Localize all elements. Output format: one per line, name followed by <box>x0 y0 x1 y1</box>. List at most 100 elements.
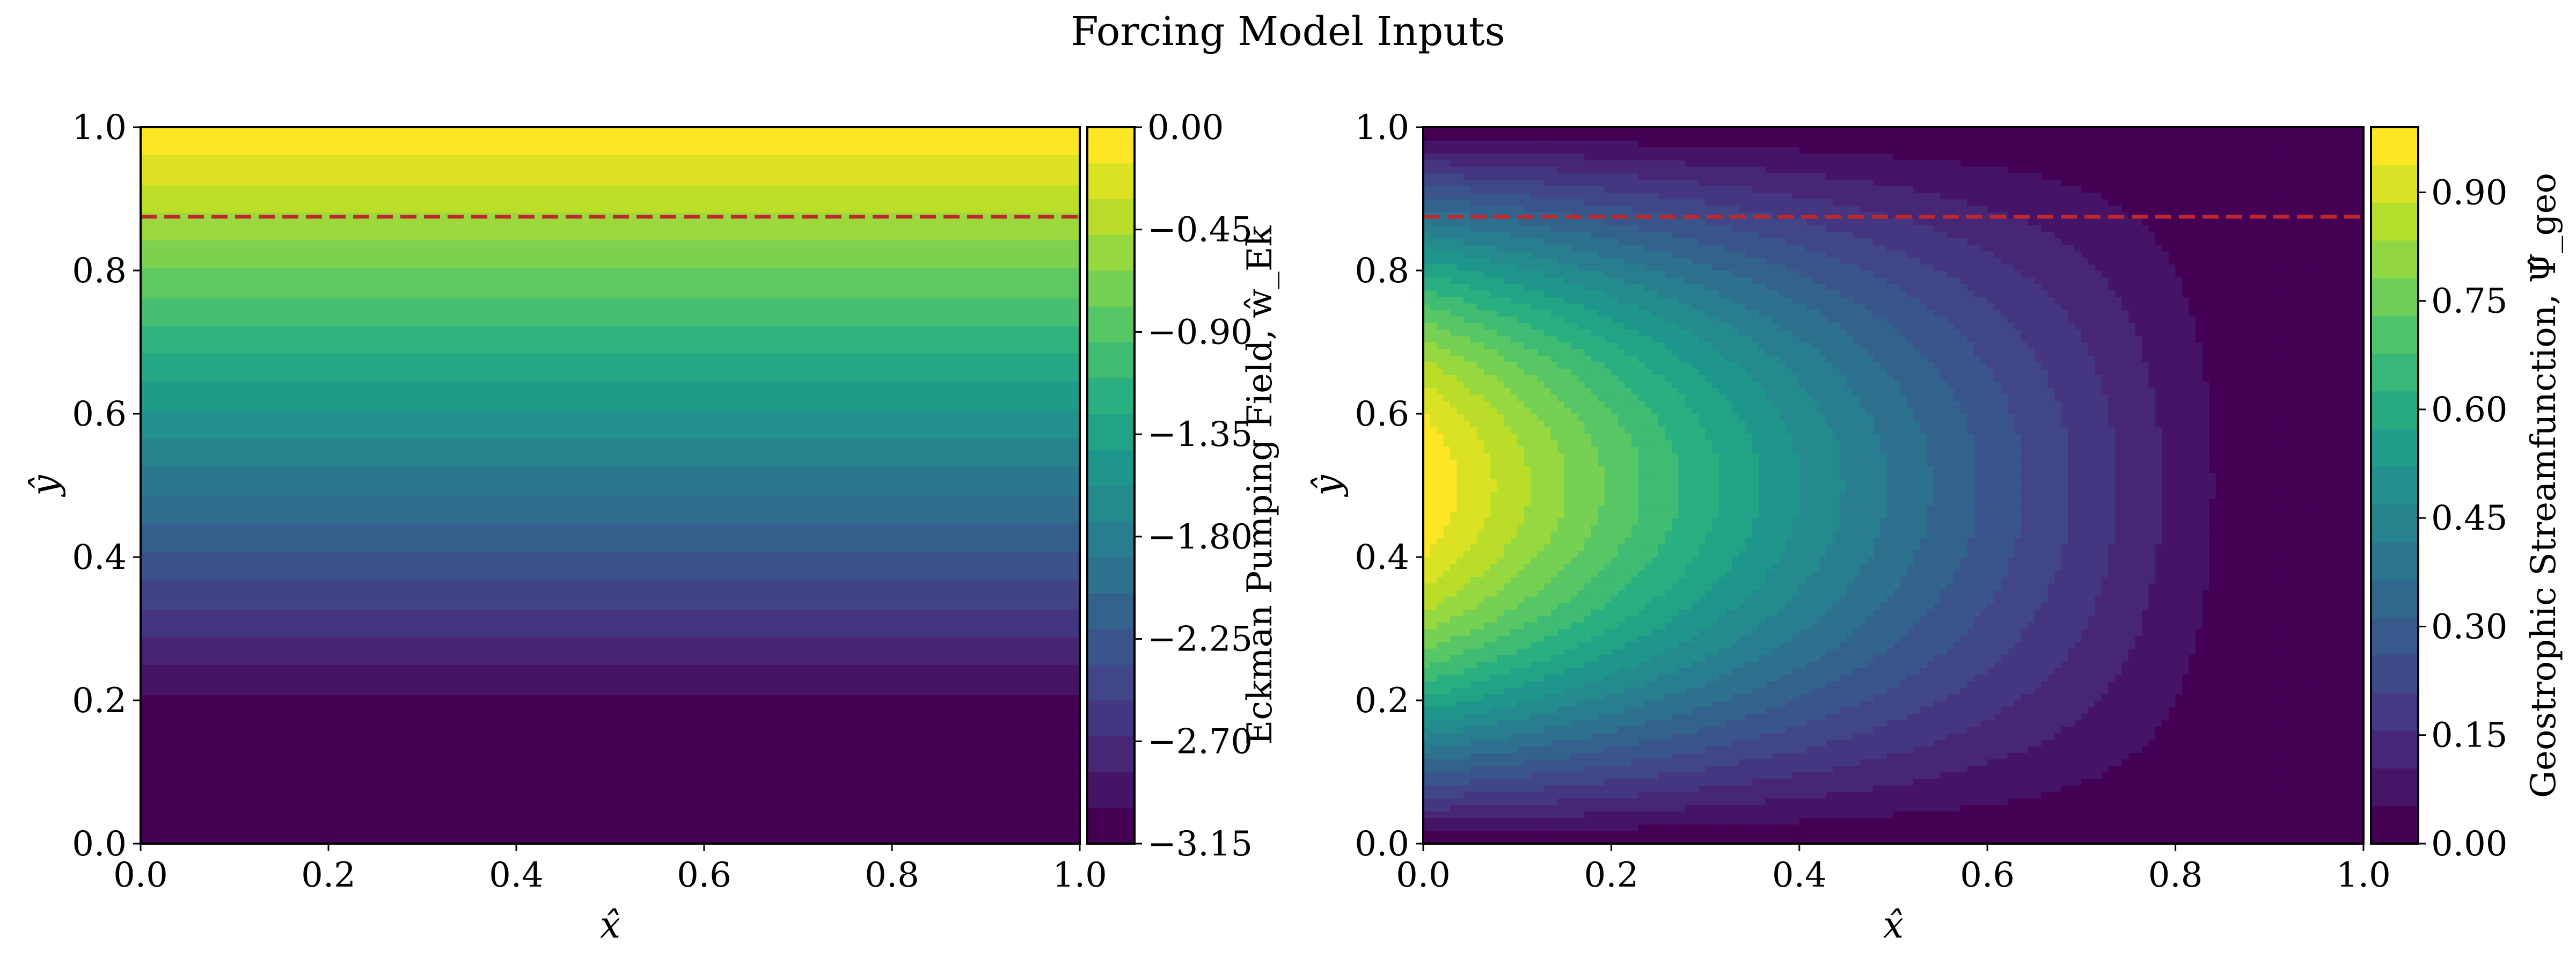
contour-cell <box>1504 837 1511 844</box>
contour-cell <box>1584 655 1592 662</box>
contour-cell <box>1638 199 1645 206</box>
contour-cell <box>1598 550 1605 558</box>
contour-cell <box>1443 557 1451 564</box>
contour-cell <box>1537 680 1545 688</box>
contour-cell <box>1672 427 1679 434</box>
contour-cell <box>1477 635 1484 642</box>
contour-cell <box>1644 518 1652 525</box>
contour-cell <box>1577 570 1585 577</box>
contour-cell <box>1457 270 1464 277</box>
contour-cell <box>1537 472 1545 480</box>
contour-cell <box>1437 172 1444 180</box>
contour-cell <box>1517 251 1525 258</box>
contour-cell <box>1584 387 1592 395</box>
contour-cell <box>1443 368 1451 375</box>
contour-cell <box>1571 172 1578 180</box>
contour-cell <box>1685 296 1693 304</box>
contour-cell <box>1497 583 1504 590</box>
contour-cell <box>1463 127 1471 134</box>
contour-cell <box>1557 153 1565 160</box>
contour-cell <box>1524 472 1532 480</box>
contour-cell <box>1644 459 1652 466</box>
contour-cell <box>1692 596 1699 603</box>
contour-cell <box>1504 264 1511 271</box>
contour-cell <box>1604 700 1612 707</box>
contour-cell <box>1598 166 1605 173</box>
contour-cell <box>1504 602 1511 610</box>
contour-cell <box>1658 798 1666 805</box>
contour-cell <box>1685 485 1693 493</box>
contour-cell <box>1524 329 1532 336</box>
contour-cell <box>1550 745 1558 753</box>
contour-band <box>141 389 1080 392</box>
contour-cell <box>1557 752 1565 760</box>
contour-cell <box>1477 186 1484 193</box>
contour-cell <box>1531 564 1538 571</box>
contour-cell <box>1591 192 1599 200</box>
contour-cell <box>1443 837 1451 844</box>
contour-cell <box>1658 804 1666 812</box>
contour-cell <box>1517 127 1525 134</box>
contour-cell <box>1678 824 1686 831</box>
contour-cell <box>1564 537 1572 545</box>
contour-cell <box>1658 140 1666 148</box>
contour-cell <box>1463 270 1471 277</box>
contour-cell <box>1618 244 1626 252</box>
contour-cell <box>1624 303 1632 310</box>
contour-cell <box>1672 759 1679 766</box>
contour-cell <box>1571 798 1578 805</box>
contour-cell <box>1531 244 1538 252</box>
contour-cell <box>1699 479 1706 486</box>
contour-cell <box>1624 257 1632 265</box>
contour-cell <box>1537 452 1545 460</box>
contour-cell <box>1531 616 1538 623</box>
contour-cell <box>1678 693 1686 701</box>
contour-cell <box>1604 498 1612 506</box>
contour-cell <box>1423 466 1431 473</box>
contour-cell <box>1470 199 1477 206</box>
contour-cell <box>1457 134 1464 141</box>
contour-cell <box>1631 270 1639 277</box>
contour-cell <box>1611 492 1619 499</box>
contour-cell <box>1510 186 1518 193</box>
contour-cell <box>1483 589 1491 597</box>
contour-cell <box>1457 159 1464 167</box>
contour-cell <box>1618 264 1626 271</box>
contour-cell <box>1477 564 1484 571</box>
contour-cell <box>1437 459 1444 466</box>
contour-cell <box>1544 335 1552 343</box>
contour-cell <box>1470 446 1477 453</box>
contour-cell <box>1584 531 1592 538</box>
contour-cell <box>1678 205 1686 213</box>
contour-cell <box>1611 472 1619 480</box>
contour-cell <box>1618 485 1626 493</box>
contour-cell <box>1457 830 1464 838</box>
contour-cell <box>1430 811 1437 818</box>
contour-cell <box>1564 427 1572 434</box>
contour-cell <box>1524 159 1532 167</box>
contour-cell <box>1443 674 1451 682</box>
contour-cell <box>1611 127 1619 134</box>
contour-cell <box>1497 257 1504 265</box>
contour-cell <box>1598 277 1605 284</box>
contour-cell <box>1638 700 1645 707</box>
contour-cell <box>1437 811 1444 818</box>
contour-cell <box>1672 616 1679 623</box>
contour-cell <box>1577 564 1585 571</box>
contour-cell <box>1483 140 1491 148</box>
contour-cell <box>1550 791 1558 799</box>
contour-cell <box>1692 166 1699 173</box>
contour-cell <box>1611 752 1619 760</box>
contour-cell <box>1550 394 1558 401</box>
contour-cell <box>1564 323 1572 330</box>
contour-band <box>141 788 1080 792</box>
contour-cell <box>1598 531 1605 538</box>
contour-cell <box>1557 707 1565 714</box>
contour-cell <box>1577 550 1585 558</box>
contour-cell <box>1483 713 1491 721</box>
contour-cell <box>1672 329 1679 336</box>
contour-cell <box>1450 733 1458 740</box>
contour-cell <box>1678 127 1686 134</box>
contour-cell <box>1685 238 1693 245</box>
contour-cell <box>1604 348 1612 356</box>
